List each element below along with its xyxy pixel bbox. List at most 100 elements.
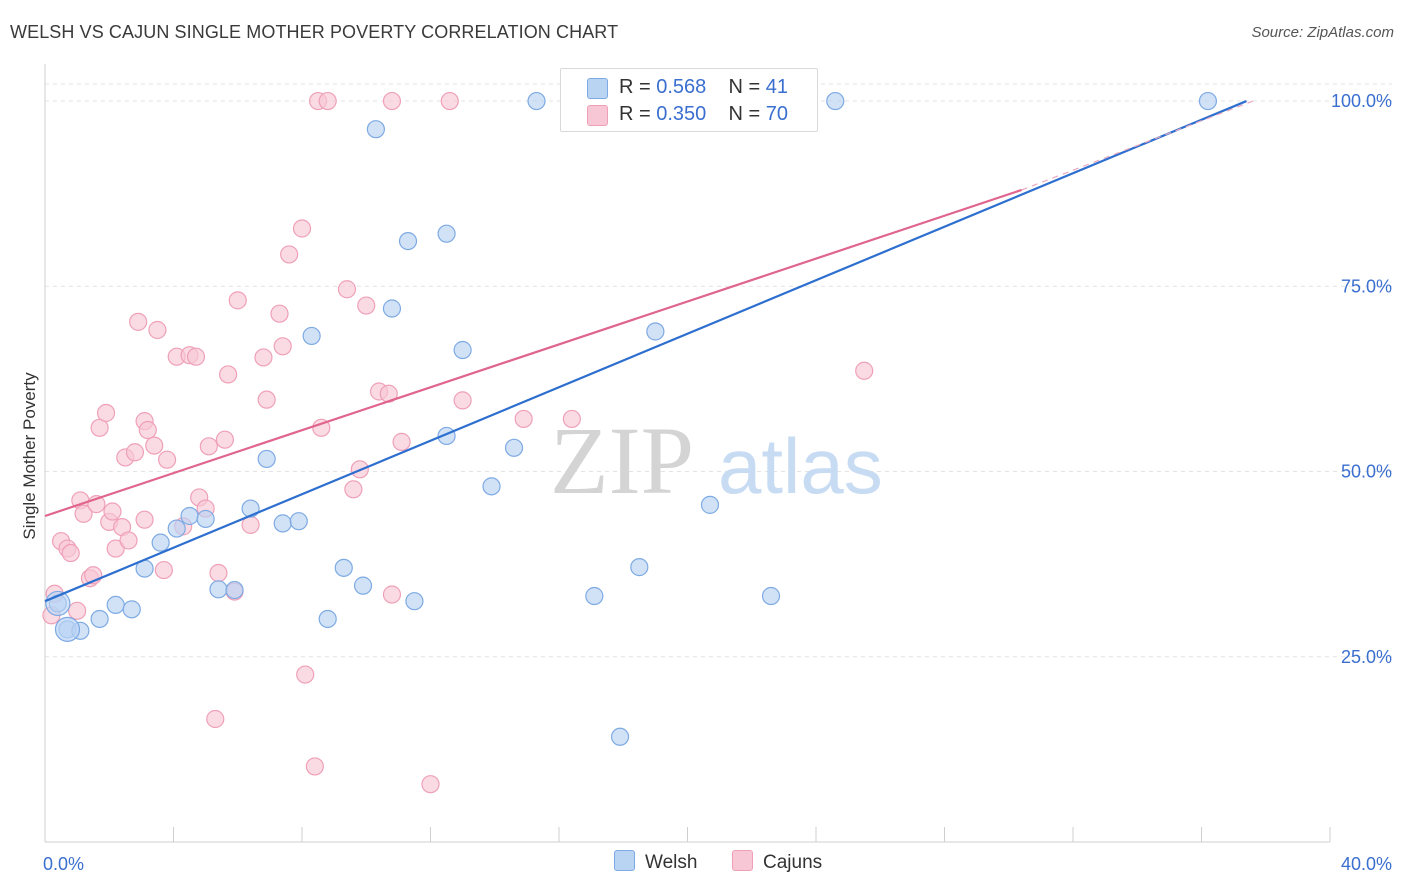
welsh-point	[482, 477, 501, 496]
welsh-swatch	[587, 78, 608, 99]
y-tick-label: 50.0%	[1341, 462, 1392, 482]
watermark: ZIP atlas	[550, 407, 883, 514]
cajun-point	[392, 432, 411, 451]
welsh-legend-label: Welsh	[645, 852, 698, 873]
watermark-atlas: atlas	[718, 422, 883, 510]
cajun-point	[186, 347, 206, 366]
welsh-point	[610, 727, 630, 746]
welsh-point	[273, 514, 292, 533]
correlation-legend: R = 0.568 N = 41 R = 0.350 N = 70	[560, 68, 818, 132]
welsh-point	[405, 592, 424, 611]
welsh-r-value: 0.568	[656, 76, 707, 98]
cajun-point	[337, 280, 357, 299]
cajun-point	[357, 296, 376, 315]
welsh-point	[382, 299, 402, 318]
welsh-n-label: N =	[728, 76, 766, 98]
cajun-point	[382, 91, 402, 111]
cajun-point	[270, 304, 289, 323]
cajun-point	[199, 437, 218, 456]
cajun-point	[292, 219, 312, 238]
cajuns-n-value: 70	[765, 103, 789, 125]
welsh-point	[302, 326, 321, 346]
bottom-legend-cajuns: Cajuns	[732, 850, 822, 874]
cajun-point	[135, 510, 154, 529]
welsh-point	[826, 91, 845, 111]
cajun-point	[129, 312, 148, 331]
cajuns-legend-label: Cajuns	[763, 852, 823, 873]
welsh-point	[257, 449, 276, 469]
welsh-point	[504, 438, 524, 457]
welsh-points	[45, 91, 1218, 746]
cajun-point	[119, 531, 138, 550]
cajun-point	[440, 91, 459, 111]
cajun-point	[215, 430, 234, 449]
cajun-point	[125, 443, 145, 462]
welsh-point	[196, 509, 215, 529]
welsh-point	[646, 322, 665, 341]
cajun-point	[254, 348, 273, 367]
welsh-legend-swatch	[614, 850, 635, 871]
y-tick-label: 75.0%	[1341, 276, 1392, 296]
cajun-point	[312, 418, 331, 437]
welsh-point	[398, 231, 418, 251]
welsh-point	[122, 600, 141, 619]
chart-title: WELSH VS CAJUN SINGLE MOTHER POVERTY COR…	[10, 22, 619, 42]
x-tick-label-max: 40.0%	[1341, 854, 1392, 874]
cajuns-trend-line	[44, 188, 1022, 518]
welsh-point-cluster	[54, 616, 81, 642]
welsh-point	[366, 120, 385, 139]
cajun-point	[106, 539, 125, 558]
cajun-point	[138, 420, 157, 440]
welsh-point	[334, 558, 353, 577]
cajun-point	[154, 560, 173, 580]
cajuns-n-label: N =	[728, 103, 766, 125]
cajun-point	[219, 365, 238, 384]
welsh-point	[353, 576, 373, 595]
cajun-point	[318, 91, 337, 111]
cajun-point	[61, 543, 80, 563]
welsh-point	[700, 495, 720, 514]
welsh-point	[180, 506, 199, 526]
cajun-point	[344, 480, 363, 499]
welsh-point	[289, 512, 308, 531]
cajun-point	[280, 245, 299, 264]
cajun-point	[96, 403, 116, 423]
cajun-point	[103, 502, 122, 521]
welsh-point	[167, 519, 186, 538]
cajun-point	[257, 390, 276, 409]
grid-lines	[45, 83, 1392, 658]
welsh-point	[761, 586, 781, 606]
cajun-point	[382, 585, 402, 604]
bottom-legend-welsh: Welsh	[614, 850, 697, 874]
cajuns-r-value: 0.350	[656, 103, 707, 125]
cajuns-legend-swatch	[732, 850, 753, 871]
trend-lines	[44, 100, 1254, 603]
cajun-point	[514, 409, 533, 429]
cajun-point	[305, 757, 324, 776]
cajuns-r-label: R =	[619, 103, 657, 125]
cajun-point	[157, 450, 177, 469]
source-label: Source: ZipAtlas.com	[1251, 24, 1394, 41]
y-axis-label: Single Mother Poverty	[20, 372, 39, 540]
welsh-point	[318, 609, 337, 629]
cajun-point	[74, 504, 93, 523]
welsh-point	[209, 580, 228, 599]
welsh-point	[453, 340, 472, 360]
cajun-point	[421, 775, 440, 794]
welsh-point	[585, 586, 604, 606]
cajun-point	[855, 361, 874, 380]
cajun-point	[148, 320, 167, 340]
welsh-point	[1198, 91, 1218, 111]
axes	[44, 64, 1331, 843]
cajun-point	[562, 409, 581, 429]
welsh-n-value: 41	[765, 76, 789, 98]
cajun-point	[145, 436, 164, 455]
welsh-point	[437, 224, 456, 243]
cajun-point	[68, 601, 87, 620]
cajun-point	[296, 665, 315, 684]
cajun-point	[228, 291, 247, 310]
welsh-point	[630, 558, 649, 577]
welsh-point	[106, 595, 125, 614]
tick-labels: 25.0% 50.0% 75.0% 100.0% 0.0% 40.0%	[43, 91, 1392, 874]
